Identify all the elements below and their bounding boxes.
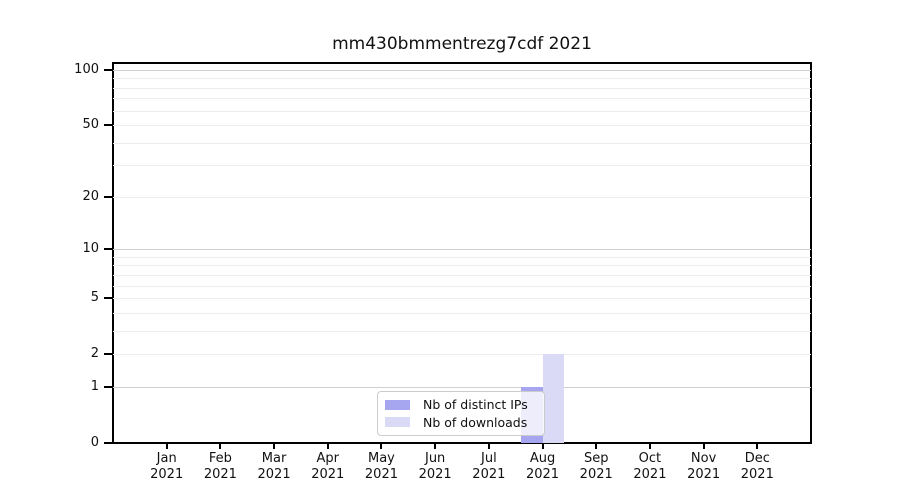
- x-tick: [219, 444, 222, 449]
- gridline-minor: [113, 354, 811, 356]
- x-tick-month: Oct: [638, 451, 662, 466]
- y-tick: [104, 385, 112, 388]
- gridline-major: [113, 386, 811, 388]
- x-tick-year: 2021: [364, 467, 398, 482]
- x-tick-label: Nov 2021: [676, 451, 732, 483]
- gridline-minor: [113, 87, 811, 89]
- x-tick-label: Feb 2021: [192, 451, 248, 483]
- legend-label-distinct-ips: Nb of distinct IPs: [423, 397, 528, 413]
- x-tick-month: May: [368, 451, 395, 466]
- x-tick-year: 2021: [740, 467, 774, 482]
- y-tick: [104, 353, 112, 356]
- bars-layer: [113, 63, 811, 443]
- x-tick: [702, 444, 705, 449]
- y-tick-label: 50: [82, 117, 99, 133]
- bar-nb-of-downloads-aug: [542, 354, 564, 443]
- x-tick-label: May 2021: [353, 451, 409, 483]
- x-tick-year: 2021: [311, 467, 345, 482]
- y-tick-label: 2: [90, 346, 99, 362]
- y-tick-label: 10: [82, 241, 99, 257]
- chart-title: mm430bmmentrezg7cdf 2021: [332, 34, 592, 54]
- x-tick: [487, 444, 490, 449]
- y-tick-label: 1: [90, 378, 99, 394]
- gridline-minor: [113, 312, 811, 314]
- x-tick-year: 2021: [579, 467, 613, 482]
- y-tick: [104, 248, 112, 251]
- y-tick-label: 0: [90, 435, 99, 450]
- x-tick-label: Aug 2021: [515, 451, 571, 483]
- x-tick: [541, 444, 544, 449]
- x-tick: [756, 444, 759, 449]
- x-tick-year: 2021: [203, 467, 237, 482]
- x-tick-month: Sep: [583, 451, 609, 466]
- x-tick-label: Sep 2021: [568, 451, 624, 483]
- y-tick-label: 20: [82, 188, 99, 204]
- gridline-minor: [113, 125, 811, 127]
- x-tick-month: Aug: [529, 451, 556, 466]
- x-tick-label: Jan 2021: [139, 451, 195, 483]
- legend-swatch-distinct-ips: [385, 399, 410, 410]
- x-tick-month: Apr: [316, 451, 340, 466]
- x-tick: [380, 444, 383, 449]
- gridline-minor: [113, 110, 811, 112]
- x-tick: [165, 444, 168, 449]
- x-tick-month: Jun: [424, 451, 446, 466]
- y-tick: [104, 297, 112, 300]
- x-tick-year: 2021: [633, 467, 667, 482]
- x-tick-year: 2021: [525, 467, 560, 482]
- x-tick-label: Dec 2021: [729, 451, 785, 483]
- legend-swatch-downloads: [385, 417, 410, 428]
- gridline-major: [113, 69, 811, 71]
- gridline-minor: [113, 274, 811, 276]
- gridline-minor: [113, 256, 811, 258]
- x-tick-month: Nov: [690, 451, 717, 466]
- gridline-minor: [113, 330, 811, 332]
- gridline-minor: [113, 265, 811, 267]
- x-tick-year: 2021: [257, 467, 291, 482]
- x-tick-month: Mar: [261, 451, 287, 466]
- x-tick: [434, 444, 437, 449]
- gridline-minor: [113, 298, 811, 300]
- x-tick-month: Dec: [744, 451, 770, 466]
- x-tick-label: Apr 2021: [300, 451, 356, 483]
- x-tick-label: Jun 2021: [407, 451, 463, 483]
- gridline-minor: [113, 98, 811, 100]
- x-tick-year: 2021: [150, 467, 184, 482]
- x-tick-year: 2021: [687, 467, 721, 482]
- gridline-minor: [113, 285, 811, 287]
- x-tick-month: Jan: [156, 451, 177, 466]
- y-tick: [104, 124, 112, 127]
- plot-area: [113, 63, 811, 443]
- y-tick: [104, 68, 112, 71]
- y-tick-label: 5: [90, 290, 99, 306]
- x-tick-label: Mar 2021: [246, 451, 302, 483]
- x-tick: [595, 444, 598, 449]
- x-tick-month: Jul: [481, 451, 497, 466]
- legend-item-downloads: Nb of downloads: [385, 414, 537, 431]
- y-tick-label: 100: [74, 61, 99, 77]
- gridlines-layer: [113, 63, 811, 443]
- gridline-minor: [113, 196, 811, 198]
- x-tick-month: Feb: [208, 451, 232, 466]
- x-tick-year: 2021: [472, 467, 506, 482]
- x-tick-year: 2021: [418, 467, 452, 482]
- gridline-minor: [113, 78, 811, 80]
- x-tick: [648, 444, 651, 449]
- y-tick: [104, 195, 112, 198]
- gridline-major: [113, 249, 811, 251]
- legend-item-distinct-ips: Nb of distinct IPs: [385, 396, 537, 413]
- gridline-minor: [113, 142, 811, 144]
- x-tick-label: Jul 2021: [461, 451, 517, 483]
- legend-label-downloads: Nb of downloads: [423, 414, 528, 430]
- x-tick: [326, 444, 329, 449]
- x-tick-label: Oct 2021: [622, 451, 678, 483]
- y-tick: [104, 442, 112, 444]
- gridline-minor: [113, 165, 811, 167]
- x-tick: [273, 444, 276, 449]
- legend: Nb of distinct IPs Nb of downloads: [377, 391, 545, 436]
